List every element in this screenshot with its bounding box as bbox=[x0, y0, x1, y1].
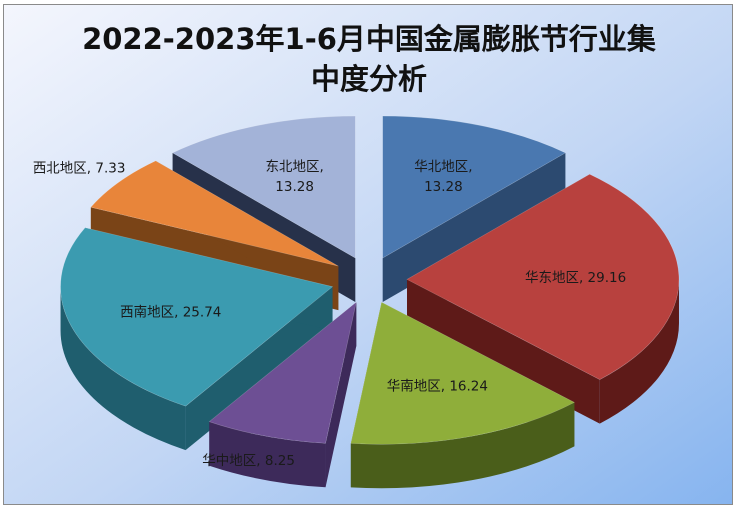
data-label-line: 13.28 bbox=[424, 179, 463, 195]
pie-slice-top bbox=[171, 115, 356, 259]
pie-slice-wall-end bbox=[382, 152, 566, 303]
data-label-line: 华东地区, 29.16 bbox=[525, 270, 626, 286]
chart-title-line-2: 中度分析 bbox=[310, 62, 427, 96]
chart-frame: 华北地区, 13.28 华东地区, 29.16 华南地区, 16.24 华中地区, 8.… bbox=[3, 4, 733, 505]
chart-title-line-1: 2022-2023年1-6月中国金属膨胀节行业集 bbox=[82, 22, 656, 56]
pie-slice-华中地区 bbox=[208, 301, 357, 488]
data-label-line: 华中地区, 8.25 bbox=[202, 453, 295, 469]
pie-chart: 华北地区, 13.28 华东地区, 29.16 华南地区, 16.24 华中地区, 8.… bbox=[4, 5, 732, 504]
data-label-line: 华南地区, 16.24 bbox=[387, 378, 488, 394]
pie-slice-top bbox=[382, 115, 567, 259]
pie-slice-top bbox=[60, 227, 334, 407]
data-label-line: 西北地区, 7.33 bbox=[33, 160, 126, 176]
data-label-line: 东北地区, bbox=[265, 159, 323, 175]
pie-slice-华南地区 bbox=[350, 301, 575, 489]
pie-slice-华北地区 bbox=[382, 115, 567, 303]
pie-slice-top bbox=[350, 301, 575, 445]
pie-slice-top bbox=[90, 160, 339, 267]
pie-slice-top bbox=[406, 173, 680, 380]
data-label-西南地区: 西南地区, 25.74 bbox=[120, 305, 221, 321]
data-label-line: 13.28 bbox=[275, 179, 314, 195]
data-label-西北地区: 西北地区, 7.33 bbox=[33, 160, 126, 176]
data-label-华北地区: 华北地区, 13.28 bbox=[414, 159, 472, 195]
pie-slice-wall-start bbox=[185, 286, 333, 451]
data-label-line: 华北地区, bbox=[414, 159, 472, 175]
pie-slice-西南地区 bbox=[60, 227, 334, 451]
pie-slice-rim bbox=[60, 286, 186, 451]
data-label-华东地区: 华东地区, 29.16 bbox=[525, 270, 626, 286]
pie-slice-rim bbox=[209, 421, 326, 488]
pie-slice-wall-end bbox=[406, 279, 600, 424]
data-label-line: 西南地区, 25.74 bbox=[120, 305, 221, 321]
data-label-华中地区: 华中地区, 8.25 bbox=[202, 453, 295, 469]
pie-slice-rim bbox=[599, 279, 679, 424]
pie-slice-华东地区 bbox=[406, 173, 680, 424]
chart-title: 2022-2023年1-6月中国金属膨胀节行业集 中度分析 bbox=[4, 19, 732, 99]
pie-slice-rim bbox=[350, 402, 575, 489]
data-label-华南地区: 华南地区, 16.24 bbox=[387, 378, 488, 394]
pie-slice-top bbox=[208, 301, 357, 444]
data-label-东北地区: 东北地区, 13.28 bbox=[265, 159, 323, 195]
